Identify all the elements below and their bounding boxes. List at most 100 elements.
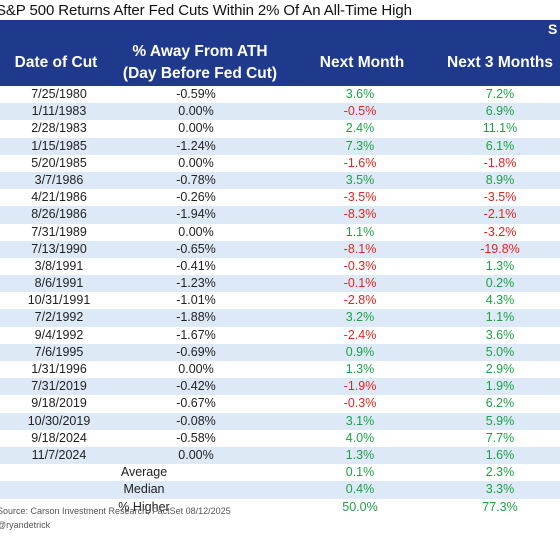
next-month-cell: 2.4% xyxy=(345,121,375,136)
table-row: 7/2/1992 -1.88% 3.2% 1.1% xyxy=(0,309,560,327)
next-month-cell: -0.3% xyxy=(343,396,377,411)
summary-next-month: 50.0% xyxy=(342,499,378,514)
date-cell: 3/7/1986 xyxy=(34,172,84,187)
date-cell: 7/25/1980 xyxy=(31,87,87,101)
table-row: 2/28/1983 0.00% 2.4% 11.1% xyxy=(0,120,560,137)
returns-table: 7/25/1980 -0.59% 3.6% 7.2% 1/11/1983 0.00% -0.… xyxy=(0,86,560,516)
ath-distance-cell: 0.00% xyxy=(178,104,214,119)
date-cell: 8/6/1991 xyxy=(34,276,84,291)
summary-label: Median xyxy=(123,482,165,497)
next-3-months-cell: 0.2% xyxy=(485,276,515,291)
next-month-cell: -0.1% xyxy=(343,276,377,291)
date-cell: 9/18/2024 xyxy=(31,430,87,445)
summary-next-3-months: 2.3% xyxy=(485,465,515,480)
table-row: 10/30/2019 -0.08% 3.1% 5.9% xyxy=(0,412,560,430)
ath-distance-cell: 0.00% xyxy=(178,362,214,376)
next-3-months-cell: -19.8% xyxy=(480,241,520,256)
next-3-months-cell: -3.5% xyxy=(483,190,517,205)
ath-distance-cell: -0.58% xyxy=(176,430,216,445)
ath-distance-cell: -0.41% xyxy=(176,258,216,273)
summary-next-month: 0.1% xyxy=(345,465,375,480)
date-cell: 2/28/1983 xyxy=(31,121,87,136)
summary-row: Median 0.4% 3.3% xyxy=(0,481,560,499)
next-month-cell: 3.6% xyxy=(345,87,375,101)
table-row: 8/26/1986 -1.94% -8.3% -2.1% xyxy=(0,206,560,224)
date-cell: 1/15/1985 xyxy=(31,138,87,153)
next-month-cell: -1.9% xyxy=(343,379,377,394)
ath-distance-cell: 0.00% xyxy=(178,121,214,136)
ath-distance-cell: 0.00% xyxy=(178,447,214,462)
date-cell: 7/31/1989 xyxy=(31,224,87,239)
next-3-months-cell: 6.9% xyxy=(485,104,515,119)
table-row: 1/15/1985 -1.24% 7.3% 6.1% xyxy=(0,137,560,155)
page-title: S&P 500 Returns After Fed Cuts Within 2%… xyxy=(0,2,412,19)
table-row: 7/6/1995 -0.69% 0.9% 5.0% xyxy=(0,343,560,361)
author-handle: @ryandetrick xyxy=(0,520,51,530)
next-month-cell: -2.8% xyxy=(343,293,377,308)
table-row: 7/31/1989 0.00% 1.1% -3.2% xyxy=(0,224,560,241)
next-3-months-cell: 5.0% xyxy=(485,344,515,359)
table-row: 9/4/1992 -1.67% -2.4% 3.6% xyxy=(0,327,560,344)
next-3-months-cell: -1.8% xyxy=(483,155,517,170)
summary-label: % Higher xyxy=(118,499,170,514)
ath-distance-cell: -0.67% xyxy=(176,396,216,411)
next-3-months-cell: 5.9% xyxy=(485,413,515,428)
ath-distance-cell: -1.94% xyxy=(176,207,216,222)
date-cell: 1/11/1983 xyxy=(31,104,87,119)
summary-next-3-months: 3.3% xyxy=(485,482,515,497)
header-ath-line1: % Away From ATH xyxy=(132,43,268,60)
ath-distance-cell: -0.69% xyxy=(176,344,216,359)
ath-distance-cell: -0.08% xyxy=(176,413,216,428)
table-row: 7/13/1990 -0.65% -8.1% -19.8% xyxy=(0,240,560,258)
date-cell: 7/2/1992 xyxy=(34,310,84,325)
date-cell: 7/6/1995 xyxy=(34,344,84,359)
ath-distance-cell: 0.00% xyxy=(178,224,214,239)
next-month-cell: 3.2% xyxy=(345,310,375,325)
date-cell: 9/4/1992 xyxy=(34,327,84,342)
summary-row: Average 0.1% 2.3% xyxy=(0,464,560,481)
table-row: 9/18/2019 -0.67% -0.3% 6.2% xyxy=(0,395,560,412)
next-3-months-cell: 1.6% xyxy=(485,447,515,462)
table-row: 1/31/1996 0.00% 1.3% 2.9% xyxy=(0,361,560,378)
next-month-cell: 1.1% xyxy=(345,224,375,239)
next-3-months-cell: 1.3% xyxy=(485,258,515,273)
ath-distance-cell: -1.23% xyxy=(176,276,216,291)
table-row: 5/20/1985 0.00% -1.6% -1.8% xyxy=(0,155,560,172)
next-month-cell: -1.6% xyxy=(343,155,377,170)
date-cell: 11/7/2024 xyxy=(31,447,87,462)
next-month-cell: -2.4% xyxy=(343,327,377,342)
date-cell: 7/31/2019 xyxy=(31,379,87,394)
header-ath-line2: (Day Before Fed Cut) xyxy=(122,65,278,82)
next-3-months-cell: 7.7% xyxy=(485,430,515,445)
next-3-months-cell: 6.1% xyxy=(485,138,515,153)
table-row: 10/31/1991 -1.01% -2.8% 4.3% xyxy=(0,292,560,309)
next-month-cell: 3.1% xyxy=(345,413,375,428)
date-cell: 5/20/1985 xyxy=(31,155,87,170)
ath-distance-cell: -1.88% xyxy=(176,310,216,325)
ath-distance-cell: -1.67% xyxy=(176,327,216,342)
table-row: 7/25/1980 -0.59% 3.6% 7.2% xyxy=(0,86,560,103)
next-month-cell: -0.5% xyxy=(343,104,377,119)
ath-distance-cell: -0.59% xyxy=(176,87,216,101)
table-row: 4/21/1986 -0.26% -3.5% -3.5% xyxy=(0,189,560,206)
next-3-months-cell: 4.3% xyxy=(485,293,515,308)
table-row: 3/7/1986 -0.78% 3.5% 8.9% xyxy=(0,171,560,190)
ath-distance-cell: -0.42% xyxy=(176,379,216,394)
ath-distance-cell: -0.65% xyxy=(176,241,216,256)
table-row: 8/6/1991 -1.23% -0.1% 0.2% xyxy=(0,275,560,293)
header-super-label: S xyxy=(548,21,558,37)
table-row: 7/31/2019 -0.42% -1.9% 1.9% xyxy=(0,378,560,396)
header-next-3-months: Next 3 Months xyxy=(447,54,553,71)
next-3-months-cell: -2.1% xyxy=(483,207,517,222)
next-month-cell: 3.5% xyxy=(345,172,375,187)
summary-next-month: 0.4% xyxy=(345,482,375,497)
table-row: 11/7/2024 0.00% 1.3% 1.6% xyxy=(0,446,560,465)
ath-distance-cell: -1.01% xyxy=(176,293,216,308)
ath-distance-cell: -0.78% xyxy=(176,172,216,187)
next-3-months-cell: 1.1% xyxy=(485,310,515,325)
date-cell: 4/21/1986 xyxy=(31,190,87,205)
date-cell: 1/31/1996 xyxy=(31,362,87,376)
next-month-cell: -3.5% xyxy=(343,190,377,205)
next-3-months-cell: 8.9% xyxy=(485,172,515,187)
date-cell: 10/30/2019 xyxy=(27,413,91,428)
